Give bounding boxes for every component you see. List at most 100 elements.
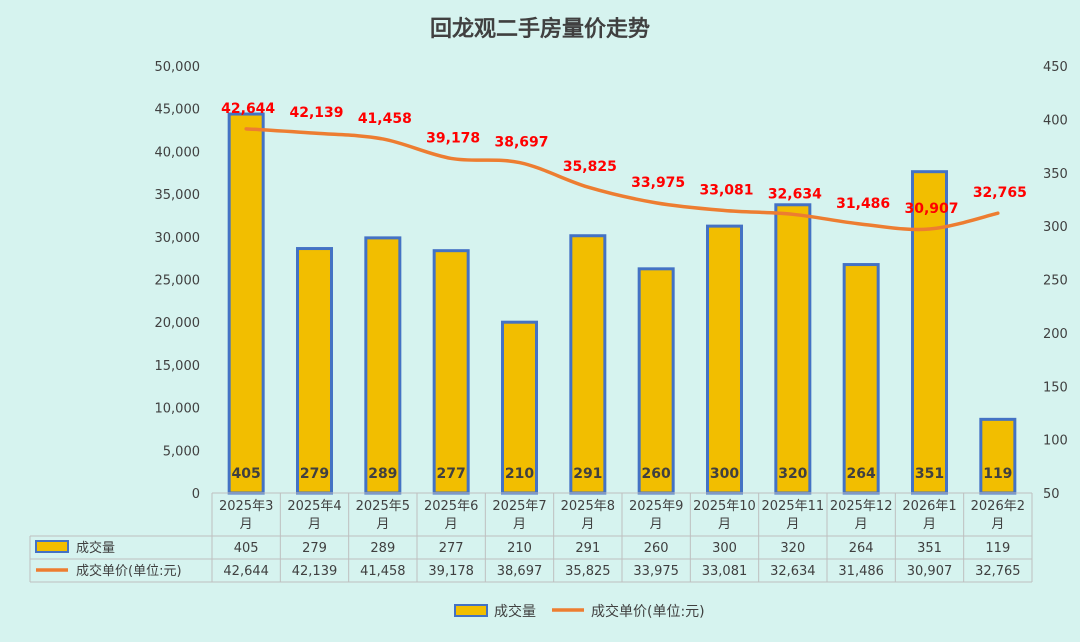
line-value-label: 31,486 (836, 196, 890, 212)
bar-data-labels: 405 279 289 277 210 291 260 300 320 264 351 119 (232, 466, 1013, 482)
bar-value-label: 279 (300, 466, 329, 482)
x-category-label: 月 (923, 517, 936, 532)
left-axis-tick: 0 (192, 487, 200, 502)
table-cell: 300 (712, 541, 737, 556)
bar (706, 224, 743, 495)
line-value-label: 33,081 (699, 182, 753, 198)
right-axis: 50 100 150 200 250 300 350 400 450 (1043, 60, 1068, 502)
bar-value-label: 260 (642, 466, 671, 482)
line-value-label: 35,825 (563, 159, 617, 175)
table-cell: 279 (302, 541, 327, 556)
bar (911, 170, 948, 495)
left-axis-tick: 5,000 (163, 444, 200, 459)
legend-item: 成交单价(单位:元) (591, 603, 705, 620)
x-category-label: 月 (308, 517, 321, 532)
price-line (244, 127, 1000, 232)
x-category-label: 月 (718, 517, 731, 532)
bar (227, 112, 265, 495)
left-axis-tick: 30,000 (155, 231, 201, 246)
left-axis-tick: 50,000 (155, 60, 201, 75)
x-category-label: 月 (581, 517, 594, 532)
table-cell: 41,458 (360, 564, 406, 579)
chart-title: 回龙观二手房量价走势 (430, 16, 650, 42)
bar-value-label: 320 (778, 466, 807, 482)
right-axis-tick: 400 (1043, 113, 1068, 128)
table-cell: 33,975 (633, 564, 679, 579)
right-axis-tick: 150 (1043, 380, 1068, 395)
left-axis-tick: 20,000 (155, 316, 201, 331)
bar-value-label: 119 (983, 466, 1012, 482)
line-value-label: 42,139 (289, 105, 343, 121)
bar (432, 249, 470, 495)
data-table: 2025年3 月 2025年4 月 2025年5 月 2025年6 月 2025年7 月 2025年… (29, 492, 1033, 583)
table-cell: 31,486 (838, 564, 884, 579)
table-row-header: 成交量 (76, 540, 115, 556)
table-cell: 405 (234, 541, 259, 556)
bar-series (227, 112, 1017, 495)
bar (637, 267, 675, 495)
table-cell: 32,634 (770, 564, 816, 579)
table-row-header: 成交单价(单位:元) (76, 563, 182, 579)
legend: 成交量 成交单价(单位:元) (454, 603, 705, 620)
x-category-label: 2025年10 (693, 499, 756, 514)
bar-value-label: 277 (437, 466, 466, 482)
left-axis: 0 5,000 10,000 15,000 20,000 25,000 30,000 35,0… (155, 60, 201, 502)
table-cell: 39,178 (428, 564, 474, 579)
line-value-label: 41,458 (358, 111, 412, 127)
line-value-label: 39,178 (426, 130, 480, 146)
table-cell: 33,081 (702, 564, 748, 579)
right-axis-tick: 350 (1043, 167, 1068, 182)
left-axis-tick: 35,000 (155, 188, 201, 203)
right-axis-tick: 100 (1043, 434, 1068, 449)
bar-value-label: 210 (505, 466, 534, 482)
line-value-label: 42,644 (221, 101, 275, 117)
bar (296, 247, 333, 495)
right-axis-tick: 50 (1043, 487, 1060, 502)
table-cell: 320 (780, 541, 805, 556)
left-axis-tick: 15,000 (155, 359, 201, 374)
x-category-label: 月 (855, 517, 868, 532)
x-category-label: 2026年2 (971, 499, 1025, 514)
x-category-label: 月 (513, 517, 526, 532)
x-category-label: 2025年7 (492, 499, 546, 514)
table-cell: 119 (985, 541, 1010, 556)
table-cell: 260 (644, 541, 669, 556)
table-cell: 30,907 (907, 564, 953, 579)
x-category-label: 月 (650, 517, 663, 532)
x-category-label: 月 (991, 517, 1004, 532)
legend-bar-key (454, 604, 488, 617)
line-value-label: 32,765 (973, 185, 1027, 201)
bar-value-label: 289 (368, 466, 397, 482)
table-bar-key (35, 540, 69, 553)
table-cell: 35,825 (565, 564, 611, 579)
table-cell: 351 (917, 541, 942, 556)
right-axis-tick: 200 (1043, 327, 1068, 342)
left-axis-tick: 40,000 (155, 145, 201, 160)
table-cell: 264 (849, 541, 874, 556)
right-axis-tick: 300 (1043, 220, 1068, 235)
table-cell: 32,765 (975, 564, 1021, 579)
table-cell: 277 (439, 541, 464, 556)
bar-value-label: 351 (915, 466, 944, 482)
line-value-label: 33,975 (631, 175, 685, 191)
table-cell: 291 (575, 541, 600, 556)
line-data-labels: 42,644 42,139 41,458 39,178 38,697 35,825 33,9… (221, 101, 1027, 217)
x-category-label: 月 (786, 517, 799, 532)
x-category-label: 2025年4 (287, 499, 341, 514)
x-category-label: 2026年1 (902, 499, 956, 514)
bar (774, 203, 812, 495)
x-category-label: 2025年3 (219, 499, 273, 514)
x-category-label: 2025年9 (629, 499, 683, 514)
right-axis-tick: 250 (1043, 274, 1068, 289)
bar-value-label: 291 (573, 466, 602, 482)
left-axis-tick: 10,000 (155, 402, 201, 417)
x-category-label: 月 (376, 517, 389, 532)
line-value-label: 38,697 (494, 135, 548, 151)
x-category-label: 2025年5 (356, 499, 410, 514)
bar (569, 234, 607, 495)
x-category-label: 月 (445, 517, 458, 532)
table-cell: 42,139 (292, 564, 338, 579)
table-cell: 42,644 (223, 564, 269, 579)
table-cell: 38,697 (497, 564, 543, 579)
